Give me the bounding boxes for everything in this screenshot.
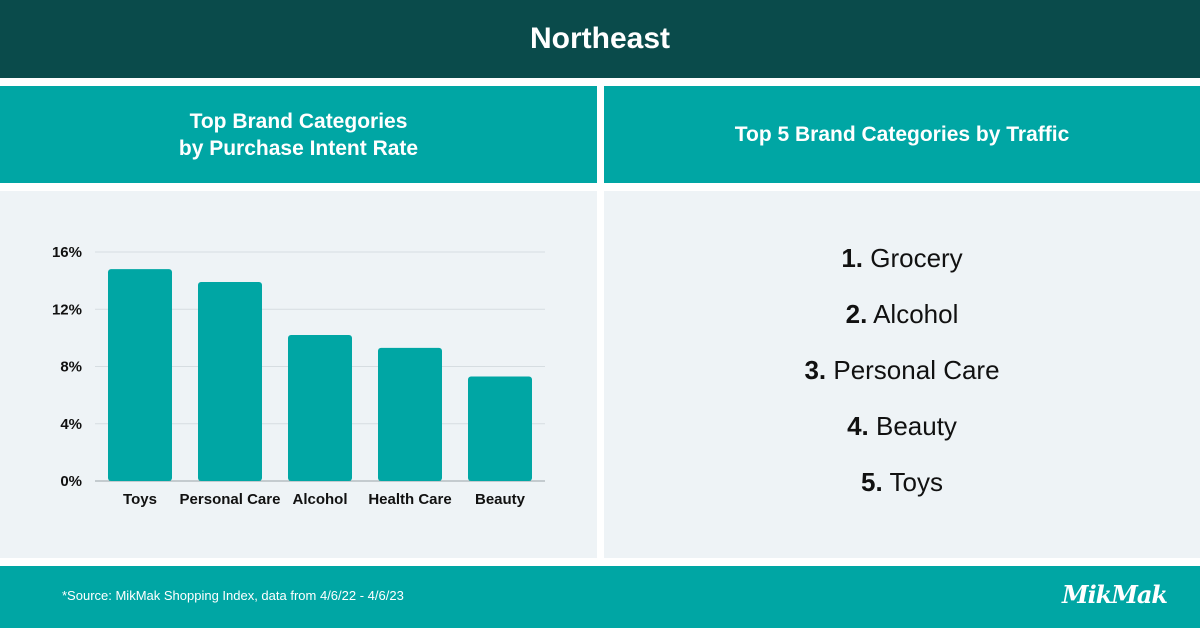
chart-panel: 0% 4% 8% 12% 16% Toys Personal Care Alcohol Heal… — [0, 191, 597, 558]
bar-beauty — [468, 376, 532, 481]
rank-number: 4. — [847, 411, 869, 441]
right-panel-title: Top 5 Brand Categories by Traffic — [734, 123, 1070, 146]
rank-label: Grocery — [863, 243, 963, 273]
traffic-rank-item: 2. Alcohol — [604, 299, 1200, 329]
traffic-ranking-list: 1. Grocery 2. Alcohol 3. Personal Care 4. B… — [604, 191, 1200, 558]
bar-health-care — [378, 347, 442, 481]
rank-number: 2. — [845, 299, 868, 329]
rank-label: Toys — [882, 467, 943, 497]
rank-label: Beauty — [868, 411, 957, 441]
rank-label: Personal Care — [826, 355, 1000, 385]
rank-number: 3. — [804, 355, 827, 385]
rank-number: 1. — [841, 243, 863, 273]
bar-toys — [108, 269, 172, 481]
header-bar: Northeast — [0, 0, 1200, 78]
x-category-label: Health Care — [368, 491, 451, 508]
mikmak-logo: MikMak — [1062, 580, 1168, 609]
page-title: Northeast — [529, 22, 671, 55]
x-category-label: Personal Care — [180, 491, 281, 508]
left-panel-title: Top Brand Categories by Purchase Intent … — [179, 108, 418, 162]
left-panel-header: Top Brand Categories by Purchase Intent … — [0, 86, 597, 183]
traffic-rank-item: 4. Beauty — [604, 411, 1200, 441]
bar-personal-care — [198, 282, 262, 481]
y-tick-label: 16% — [52, 244, 82, 261]
footer-bar: *Source: MikMak Shopping Index, data fro… — [0, 566, 1200, 628]
y-tick-label: 8% — [60, 359, 82, 376]
x-category-label: Alcohol — [293, 491, 348, 508]
traffic-rank-item: 3. Personal Care — [604, 355, 1200, 385]
rank-number: 5. — [861, 467, 883, 497]
traffic-ranking-panel: 1. Grocery 2. Alcohol 3. Personal Care 4. B… — [604, 191, 1200, 558]
rank-label: Alcohol — [867, 299, 959, 329]
left-panel-title-line2: by Purchase Intent Rate — [178, 136, 419, 160]
x-category-label: Toys — [123, 491, 157, 508]
x-category-label: Beauty — [475, 491, 526, 508]
y-tick-label: 0% — [60, 473, 82, 490]
traffic-rank-item: 1. Grocery — [604, 243, 1200, 273]
source-note: *Source: MikMak Shopping Index, data fro… — [62, 588, 404, 603]
right-panel-header: Top 5 Brand Categories by Traffic — [604, 86, 1200, 183]
purchase-intent-bar-chart: 0% 4% 8% 12% 16% Toys Personal Care Alcohol Heal… — [52, 244, 545, 508]
left-panel-title-line1: Top Brand Categories — [189, 109, 408, 133]
y-tick-label: 12% — [52, 301, 82, 318]
traffic-rank-item: 5. Toys — [604, 467, 1200, 497]
bar-alcohol — [288, 335, 352, 481]
y-tick-label: 4% — [60, 416, 82, 433]
